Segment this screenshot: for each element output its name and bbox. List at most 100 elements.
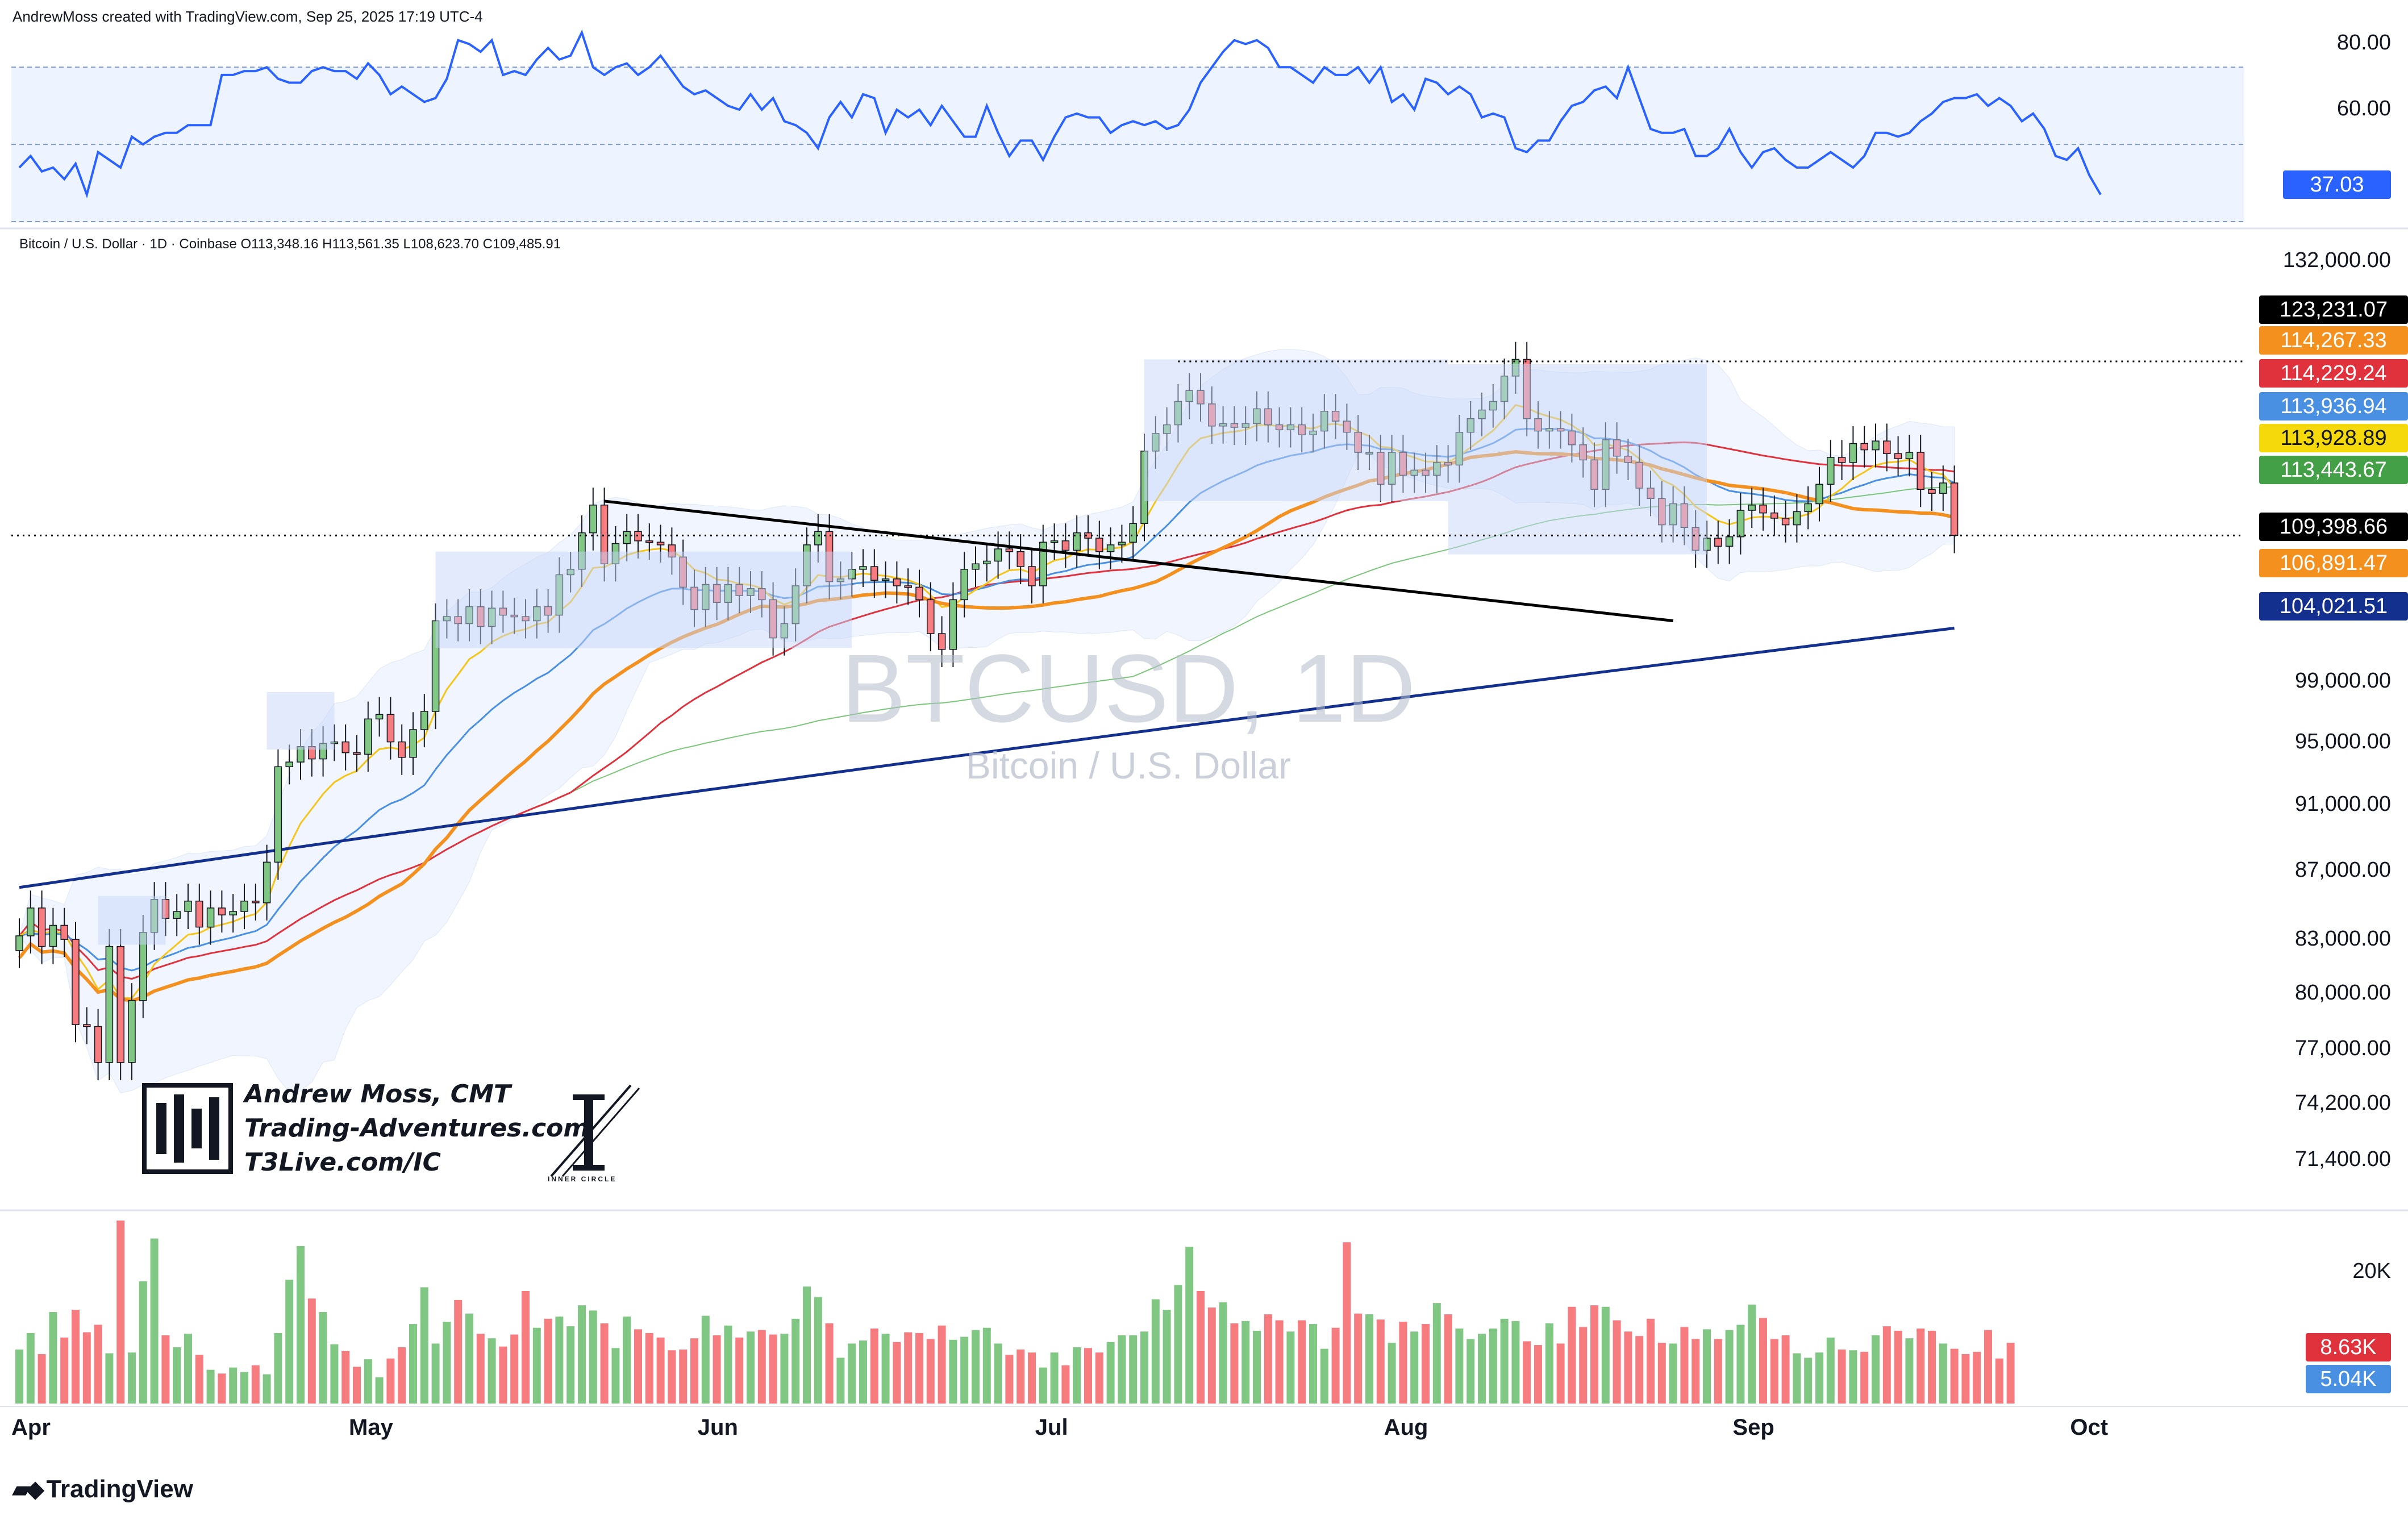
volume-bar — [1635, 1336, 1644, 1404]
volume-bar — [173, 1347, 181, 1404]
volume-bar — [1736, 1325, 1745, 1404]
candle-body — [938, 633, 946, 650]
volume-bar — [656, 1337, 665, 1404]
volume-bar — [645, 1333, 653, 1404]
volume-bar — [375, 1377, 384, 1404]
rsi-line — [18, 29, 2102, 199]
volume-bar — [229, 1367, 238, 1404]
volume-bar — [1849, 1350, 1857, 1404]
month-tick-label: Apr — [11, 1415, 51, 1440]
ma-tag: 114,267.33 — [2259, 326, 2408, 355]
volume-bar — [701, 1315, 710, 1404]
candle-body — [252, 901, 260, 903]
candle-body — [1793, 511, 1801, 526]
volume-bar — [38, 1354, 46, 1404]
volume-bar — [1005, 1355, 1014, 1404]
volume-bar — [1860, 1351, 1869, 1404]
candle-body — [1736, 510, 1745, 538]
candle-body — [128, 1000, 136, 1063]
candle-body — [1770, 512, 1778, 519]
rsi-tick-label: 60.00 — [2336, 97, 2391, 120]
volume-bar — [926, 1339, 935, 1404]
month-tick-label: Jul — [1035, 1415, 1068, 1440]
watermark-ticker: BTCUSD, 1D — [841, 635, 1416, 743]
candle-body — [1106, 544, 1115, 552]
volume-bar — [386, 1358, 395, 1404]
volume-bar — [1151, 1299, 1160, 1404]
candle-body — [49, 925, 57, 947]
candle-body — [375, 714, 384, 720]
candle-body — [229, 911, 237, 915]
candle-body — [1950, 482, 1959, 536]
volume-bar — [15, 1349, 23, 1404]
volume-bar — [341, 1351, 350, 1404]
volume-bar — [307, 1298, 316, 1404]
prior-high-tag: 123,231.07 — [2259, 295, 2408, 324]
volume-bar — [1770, 1339, 1778, 1404]
volume-bar — [1781, 1335, 1790, 1404]
volume-bar — [1804, 1358, 1813, 1404]
volume-bar — [881, 1334, 890, 1404]
volume-bar — [82, 1332, 91, 1404]
candle-body — [1061, 540, 1070, 551]
volume-bar — [1073, 1347, 1081, 1404]
candle-body — [1827, 457, 1835, 485]
rsi-tick-label: 80.00 — [2336, 31, 2391, 55]
ma-tag: 114,229.24 — [2259, 359, 2408, 388]
volume-bar — [1961, 1354, 1970, 1404]
tradingview-logo[interactable]: ▰◆ TradingView — [13, 1475, 193, 1504]
volume-bar — [1568, 1306, 1576, 1404]
volume-bar — [1028, 1352, 1036, 1404]
candle-body — [83, 1024, 91, 1027]
volume-current-tag: 8.63K — [2306, 1333, 2391, 1361]
volume-bar — [904, 1332, 913, 1404]
candle-body — [1883, 440, 1891, 455]
volume-bar — [623, 1316, 631, 1404]
volume-bar — [1624, 1331, 1632, 1404]
volume-bar — [1478, 1334, 1486, 1404]
volume-bar — [1556, 1343, 1565, 1404]
month-tick-label: Jun — [697, 1415, 738, 1440]
volume-bar — [274, 1333, 282, 1404]
volume-bar — [1703, 1329, 1711, 1404]
volume-bar — [1534, 1345, 1542, 1404]
volume-bar — [161, 1335, 170, 1404]
candle-body — [1129, 523, 1137, 543]
volume-bar — [769, 1334, 777, 1404]
volume-bar — [1343, 1242, 1351, 1404]
volume-bar — [1995, 1358, 2003, 1404]
consolidation-box — [266, 692, 335, 750]
candle-body — [1016, 551, 1024, 567]
month-tick-label: Sep — [1732, 1415, 1774, 1440]
author-branding: Andrew Moss, CMT Trading-Adventures.com … — [142, 1077, 589, 1180]
volume-bar — [1264, 1314, 1272, 1404]
volume-bar — [1309, 1324, 1317, 1404]
ma-tag: 113,443.67 — [2259, 456, 2408, 484]
volume-bar — [1714, 1339, 1722, 1404]
volume-bar — [893, 1342, 901, 1404]
volume-bar — [1669, 1343, 1677, 1404]
price-tick-label: 87,000.00 — [2294, 858, 2391, 882]
price-tick-label: 99,000.00 — [2294, 669, 2391, 693]
inner-circle-logo-icon — [550, 1084, 640, 1177]
volume-bar — [1500, 1318, 1509, 1404]
month-tick-label: May — [349, 1415, 393, 1440]
volume-bar — [398, 1347, 406, 1404]
volume-bar — [251, 1365, 260, 1404]
volume-bar — [94, 1325, 102, 1404]
candle-body — [1939, 482, 1947, 494]
volume-bar — [836, 1358, 845, 1404]
price-tick-label: 71,400.00 — [2294, 1147, 2391, 1171]
long-term-ma-line — [19, 626, 1955, 889]
volume-bar — [578, 1305, 586, 1404]
volume-tick-label: 20K — [2352, 1259, 2391, 1283]
symbol-ohlc-line[interactable]: Bitcoin / U.S. Dollar · 1D · Coinbase O1… — [19, 236, 561, 252]
volume-bar — [488, 1338, 496, 1404]
candle-body — [1005, 548, 1014, 552]
volume-bar — [611, 1348, 620, 1404]
volume-bar — [1039, 1367, 1047, 1404]
volume-bar — [1467, 1339, 1475, 1404]
volume-bar — [1657, 1343, 1666, 1404]
